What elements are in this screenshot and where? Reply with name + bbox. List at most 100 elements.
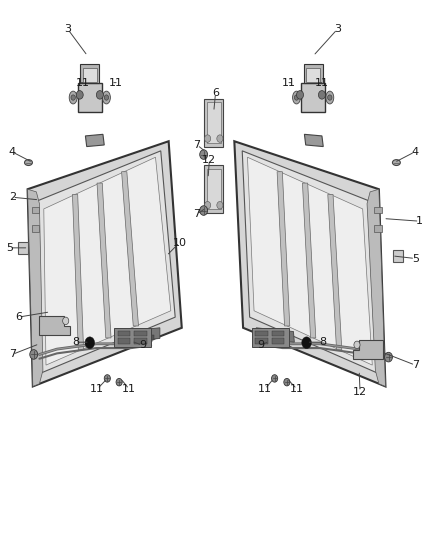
Bar <box>204 99 223 147</box>
Bar <box>118 331 130 336</box>
Text: 1: 1 <box>416 216 423 226</box>
Bar <box>393 250 403 262</box>
Text: 5: 5 <box>412 254 419 263</box>
Polygon shape <box>37 151 175 373</box>
Polygon shape <box>242 151 378 373</box>
Bar <box>274 335 279 340</box>
Bar <box>80 64 99 83</box>
Text: 4: 4 <box>411 147 418 157</box>
Text: 11: 11 <box>315 78 329 87</box>
Ellipse shape <box>102 91 110 104</box>
Circle shape <box>71 95 75 100</box>
Circle shape <box>200 206 208 215</box>
Text: 7: 7 <box>194 140 201 150</box>
Bar <box>83 68 97 82</box>
Polygon shape <box>234 141 385 386</box>
Bar <box>114 328 151 347</box>
Text: 12: 12 <box>353 387 367 397</box>
Polygon shape <box>28 141 182 386</box>
Circle shape <box>205 135 211 142</box>
Bar <box>374 207 382 213</box>
Bar <box>118 338 130 344</box>
Circle shape <box>217 201 223 209</box>
Circle shape <box>272 375 278 382</box>
Polygon shape <box>72 195 84 350</box>
Bar <box>32 207 39 213</box>
Bar <box>374 225 382 232</box>
Text: 8: 8 <box>320 337 327 347</box>
Bar <box>207 169 221 209</box>
Bar <box>266 335 272 340</box>
Ellipse shape <box>392 160 400 165</box>
Circle shape <box>104 95 109 100</box>
Polygon shape <box>367 189 385 386</box>
Text: 3: 3 <box>334 25 341 34</box>
Circle shape <box>354 341 360 349</box>
Circle shape <box>200 150 208 159</box>
Polygon shape <box>85 134 104 147</box>
Bar <box>141 335 146 340</box>
Ellipse shape <box>326 91 334 104</box>
Bar <box>148 335 154 340</box>
Circle shape <box>217 135 223 142</box>
Text: 6: 6 <box>15 312 22 322</box>
Text: 11: 11 <box>76 78 90 87</box>
Text: 5: 5 <box>6 243 13 253</box>
Ellipse shape <box>293 91 300 104</box>
Bar <box>125 335 130 340</box>
Polygon shape <box>353 340 383 359</box>
Bar <box>207 102 221 143</box>
Polygon shape <box>28 189 43 386</box>
Bar <box>133 335 138 340</box>
Polygon shape <box>277 172 290 326</box>
Polygon shape <box>44 157 171 365</box>
Text: 11: 11 <box>290 384 304 394</box>
Bar <box>252 328 289 347</box>
Polygon shape <box>302 183 316 338</box>
Text: 11: 11 <box>258 384 272 394</box>
Polygon shape <box>39 316 70 335</box>
Text: 7: 7 <box>412 360 419 370</box>
Circle shape <box>104 375 110 382</box>
Text: 9: 9 <box>139 341 146 350</box>
Polygon shape <box>328 195 342 350</box>
Circle shape <box>205 201 211 209</box>
Text: 8: 8 <box>72 337 79 347</box>
Circle shape <box>297 91 304 99</box>
Polygon shape <box>304 134 323 147</box>
Polygon shape <box>97 183 111 338</box>
Text: 7: 7 <box>9 350 16 359</box>
Bar <box>282 335 287 340</box>
Text: 4: 4 <box>9 147 16 157</box>
Polygon shape <box>122 172 138 326</box>
Circle shape <box>284 378 290 386</box>
Polygon shape <box>123 328 160 342</box>
Polygon shape <box>247 157 372 365</box>
Text: 11: 11 <box>109 78 123 87</box>
Circle shape <box>116 378 122 386</box>
Circle shape <box>85 337 95 349</box>
Circle shape <box>96 91 103 99</box>
Circle shape <box>328 95 332 100</box>
Circle shape <box>302 337 311 349</box>
Bar <box>301 83 325 112</box>
Bar <box>258 335 264 340</box>
Ellipse shape <box>25 160 32 165</box>
Text: 11: 11 <box>282 78 296 87</box>
Text: 12: 12 <box>202 155 216 165</box>
Text: 2: 2 <box>9 192 16 202</box>
Bar <box>255 331 268 336</box>
Text: 7: 7 <box>194 209 201 219</box>
Bar <box>304 64 323 83</box>
Text: 3: 3 <box>64 25 71 34</box>
Text: 10: 10 <box>173 238 187 247</box>
Text: 11: 11 <box>122 384 136 394</box>
Bar <box>32 225 39 232</box>
Circle shape <box>385 352 392 362</box>
Bar <box>134 331 147 336</box>
Ellipse shape <box>69 91 77 104</box>
Circle shape <box>294 95 299 100</box>
Text: 9: 9 <box>257 341 264 350</box>
Bar <box>272 331 284 336</box>
Bar <box>306 68 320 82</box>
